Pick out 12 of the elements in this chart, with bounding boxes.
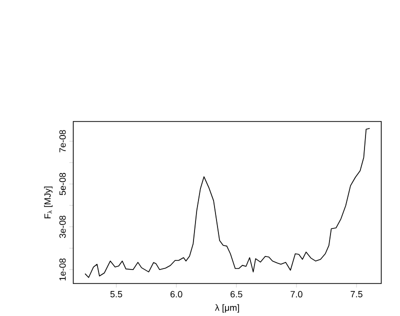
x-tick-label: 7.5 bbox=[350, 291, 362, 298]
y-tick-label: 1e-08 bbox=[59, 258, 66, 280]
y-axis-title: F$_{λ}$ [MJy] bbox=[44, 186, 53, 218]
x-tick-label: 5.5 bbox=[110, 291, 122, 298]
x-axis-title: λ [μm] bbox=[214, 304, 239, 313]
line-series bbox=[84, 128, 370, 278]
y-tick-label: 7e-08 bbox=[59, 130, 66, 152]
x-tick-label: 6.5 bbox=[230, 291, 242, 298]
x-tick-label: 7.0 bbox=[290, 291, 302, 298]
y-tick-label: 5e-08 bbox=[59, 172, 66, 196]
y-tick-label: 3e-08 bbox=[59, 216, 66, 238]
x-tick-label: 6.0 bbox=[170, 291, 182, 298]
